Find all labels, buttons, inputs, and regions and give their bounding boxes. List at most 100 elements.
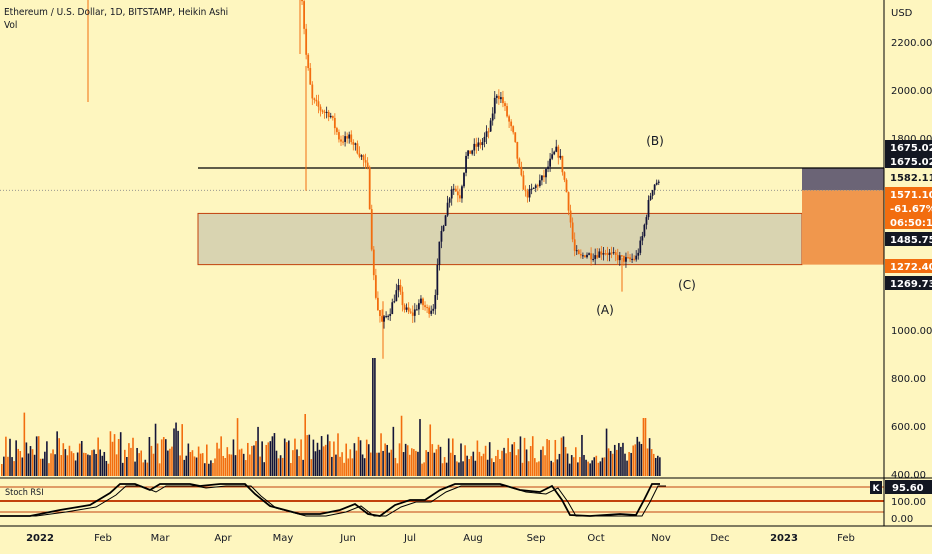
volume-bar — [495, 455, 497, 476]
candle-body — [489, 120, 492, 132]
volume-bar — [263, 462, 265, 476]
volume-bar — [648, 438, 651, 476]
candle-body — [436, 264, 439, 296]
candle-body — [610, 252, 613, 254]
candle-body — [344, 136, 346, 142]
candle-body — [633, 258, 636, 260]
volume-bar — [165, 439, 167, 476]
stoch-badge-text: K — [873, 484, 881, 494]
volume-bar — [23, 412, 26, 476]
candle-body — [473, 143, 476, 151]
wave-label: (C) — [678, 278, 696, 292]
volume-bar — [589, 463, 591, 476]
time-tick-label: 2022 — [26, 533, 54, 544]
candle-body — [415, 309, 418, 311]
price-label-box — [885, 187, 932, 201]
candle-body — [551, 154, 554, 159]
volume-bar — [652, 453, 655, 476]
volume-bar — [523, 437, 526, 476]
volume-bar — [601, 457, 604, 476]
time-axis[interactable]: 2022 Feb Mar Apr May Jun Jul Aug Sep Oct Nov Dec 202… — [26, 533, 855, 544]
volume-bar — [454, 455, 456, 476]
volume-bar — [142, 462, 145, 476]
price-label-box — [885, 232, 932, 246]
price-label-text: 1269.73 — [890, 279, 932, 290]
candle-body — [627, 257, 629, 259]
price-label-text: 1675.02 — [890, 143, 932, 154]
volume-bar — [353, 443, 356, 476]
volume-bar — [279, 455, 282, 476]
candle-body — [487, 131, 490, 133]
volume-bar — [433, 452, 436, 476]
volume-bar — [624, 453, 626, 476]
volume-bar — [597, 462, 600, 476]
volume-bar — [37, 436, 40, 476]
volume-bar — [269, 441, 272, 476]
volume-bar — [488, 442, 491, 476]
volume-bar — [355, 450, 358, 476]
volume-bar — [97, 437, 99, 476]
time-tick-label: Feb — [837, 533, 855, 544]
volume-bar — [257, 426, 259, 476]
candle-body — [340, 139, 342, 142]
candle-body — [374, 275, 377, 298]
volume-bar — [179, 455, 181, 476]
volume-bar — [388, 452, 391, 476]
symbol-title: Ethereum / U.S. Dollar, 1D, BITSTAMP, He… — [4, 7, 229, 18]
volume-bar — [271, 436, 274, 476]
price-tick-label: 400.00 — [891, 470, 926, 481]
volume-bar — [382, 450, 384, 476]
volume-bar — [613, 444, 616, 476]
volume-bar — [105, 460, 108, 476]
candle-body — [301, 0, 303, 2]
volume-bar — [554, 439, 557, 476]
price-axis[interactable]: USD 2200.00 2000.00 1800.00 1000.00 800.00 600… — [891, 8, 932, 525]
volume-bar — [189, 451, 192, 476]
candle-body — [418, 303, 420, 310]
volume-bar — [556, 459, 559, 476]
volume-bar — [101, 455, 104, 476]
candle-body — [377, 297, 379, 311]
candle-body — [506, 106, 508, 117]
volume-bar — [31, 449, 34, 476]
volume-bar — [460, 443, 462, 476]
candle-body — [508, 116, 510, 122]
candle-body — [358, 153, 361, 157]
candle-body — [594, 255, 597, 259]
candle-body — [409, 311, 412, 313]
volume-bar — [482, 453, 485, 476]
volume-bar — [134, 461, 136, 476]
volume-bar — [470, 456, 473, 476]
stoch-k-line — [0, 483, 660, 517]
projection-box-dark — [802, 167, 884, 191]
volume-bar — [480, 456, 483, 476]
volume-bar — [562, 436, 565, 476]
volume-bar — [585, 459, 587, 476]
candle-body — [372, 249, 375, 276]
volume-bar — [83, 452, 85, 476]
volume-bar — [441, 463, 444, 476]
volume-bar — [333, 441, 335, 476]
volume-bar — [15, 440, 17, 476]
volume-bar — [374, 358, 376, 476]
volume-bar — [158, 463, 161, 476]
candle-body — [329, 115, 332, 118]
volume-bar — [185, 455, 188, 476]
candle-body — [413, 309, 416, 316]
volume-bar — [449, 452, 452, 476]
volume-bar — [171, 446, 173, 476]
time-tick-label: Mar — [151, 533, 171, 544]
candle-body — [495, 95, 498, 98]
price-label-light: 1582.11 — [885, 170, 932, 184]
volume-bar — [572, 457, 575, 476]
volume-bar — [89, 455, 91, 476]
volume-bar — [72, 453, 75, 476]
candle-body — [366, 162, 369, 168]
volume-bar — [347, 458, 350, 476]
volume-bar — [657, 455, 659, 476]
volume-bar — [654, 457, 657, 476]
volume-bar — [421, 463, 423, 476]
candle-body — [317, 101, 320, 107]
